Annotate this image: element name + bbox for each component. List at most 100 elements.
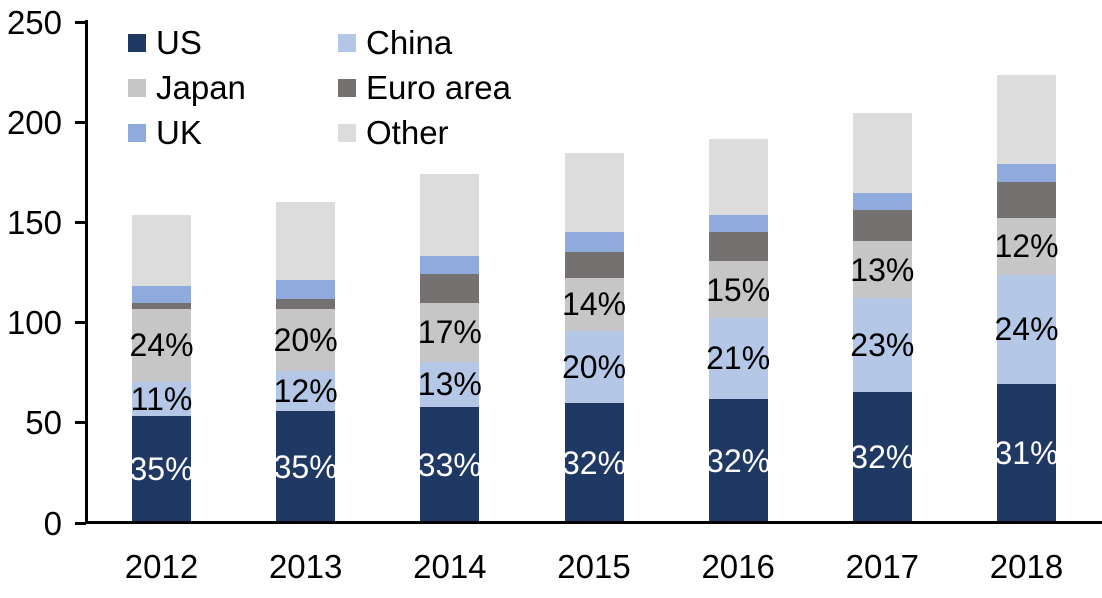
segment-japan <box>708 261 768 318</box>
x-tick-label: 2013 <box>268 548 343 585</box>
segment-label-us: 35% <box>129 451 194 488</box>
segment-us <box>132 415 191 523</box>
y-tick-label: 50 <box>25 404 62 442</box>
legend-label: Other <box>366 114 449 151</box>
legend-label: China <box>366 24 453 61</box>
segment-other <box>997 75 1056 165</box>
legend-item-uk: UK <box>128 116 338 149</box>
segment-china <box>708 317 768 399</box>
segment-other <box>420 174 480 257</box>
legend-swatch-euro-area <box>338 78 356 97</box>
y-tick-label: 100 <box>6 304 62 342</box>
segment-label-us: 32% <box>850 439 915 476</box>
legend-label: Japan <box>156 69 246 106</box>
y-tick-mark <box>75 421 86 425</box>
segment-us <box>420 406 480 523</box>
segment-uk <box>564 232 624 253</box>
segment-china <box>852 297 912 392</box>
segment-label-us: 33% <box>417 446 482 483</box>
y-tick-mark <box>75 521 86 525</box>
segment-euro-area <box>132 302 191 309</box>
legend-item-us: US <box>128 26 338 59</box>
legend-swatch-us <box>128 33 146 52</box>
y-tick-mark <box>75 20 86 24</box>
legend-swatch-uk <box>128 123 146 142</box>
segment-us <box>997 383 1056 523</box>
segment-japan <box>420 302 480 362</box>
segment-label-japan: 13% <box>850 251 915 288</box>
segment-label-japan: 17% <box>417 314 482 351</box>
x-axis-line <box>85 521 1102 524</box>
bar-2015: 32% 20% 14% <box>562 153 626 523</box>
segment-label-us: 35% <box>273 448 338 485</box>
segment-china <box>132 381 191 416</box>
segment-label-china: 12% <box>273 372 338 409</box>
bar-2012: 35% 11% 24% <box>129 215 194 523</box>
segment-label-china: 20% <box>561 348 627 385</box>
segment-euro-area <box>852 210 912 242</box>
segment-us <box>852 391 912 523</box>
segment-china <box>276 370 336 411</box>
segment-us <box>276 410 336 523</box>
segment-japan <box>852 241 912 298</box>
bar-2018: 31% 24% 12% <box>994 75 1059 523</box>
segment-uk <box>132 285 191 303</box>
segment-euro-area <box>708 232 768 262</box>
segment-other <box>564 153 624 233</box>
legend-swatch-other <box>338 123 356 142</box>
bar-2016: 32% 21% 15% <box>706 139 770 523</box>
segment-china <box>564 330 624 403</box>
legend-item-euro-area: Euro area <box>338 71 511 104</box>
segment-label-us: 32% <box>561 444 627 481</box>
legend-swatch-japan <box>128 78 146 97</box>
y-tick-label: 250 <box>6 3 62 41</box>
segment-uk <box>852 193 912 211</box>
y-tick-mark <box>75 321 86 325</box>
segment-china <box>420 361 480 407</box>
segment-label-china: 24% <box>994 311 1059 348</box>
y-tick-mark <box>75 120 86 124</box>
x-tick-label: 2015 <box>557 548 631 585</box>
segment-us <box>564 402 624 523</box>
segment-label-japan: 14% <box>561 286 627 323</box>
segment-other <box>276 202 336 280</box>
bar-2014: 33% 13% 17% <box>418 174 482 523</box>
segment-label-japan: 20% <box>273 321 338 358</box>
segment-label-china: 13% <box>417 366 482 403</box>
x-tick-label: 2012 <box>124 548 199 585</box>
segment-china <box>997 274 1056 384</box>
bar-2013: 35% 12% 20% <box>274 202 338 523</box>
x-tick-label: 2017 <box>845 548 920 585</box>
bar-2017: 32% 23% 13% <box>850 113 914 523</box>
legend-swatch-china <box>338 33 356 52</box>
segment-japan <box>276 308 336 371</box>
y-tick-label: 200 <box>6 103 62 141</box>
legend-item-china: China <box>338 26 511 59</box>
segment-japan <box>564 277 624 331</box>
segment-us <box>708 398 768 523</box>
segment-label-japan: 15% <box>706 271 771 308</box>
legend-item-japan: Japan <box>128 71 338 104</box>
segment-label-china: 11% <box>130 380 193 417</box>
legend-item-other: Other <box>338 116 511 149</box>
segment-label-us: 32% <box>706 442 771 479</box>
segment-label-china: 23% <box>850 326 915 363</box>
segment-uk <box>997 164 1056 183</box>
segment-euro-area <box>276 298 336 309</box>
legend: US China Japan Euro area UK Other <box>128 26 511 149</box>
x-tick-label: 2014 <box>413 548 487 585</box>
segment-label-japan: 12% <box>994 228 1059 265</box>
segment-uk <box>276 279 336 299</box>
x-tick-label: 2018 <box>989 548 1064 585</box>
segment-other <box>852 113 912 194</box>
segment-japan <box>997 218 1056 275</box>
segment-japan <box>132 308 191 382</box>
legend-label: Euro area <box>366 69 511 106</box>
legend-label: US <box>156 24 202 61</box>
segment-uk <box>708 215 768 233</box>
segment-uk <box>420 256 480 274</box>
segment-other <box>132 215 191 286</box>
y-tick-label: 150 <box>6 203 62 241</box>
segment-label-china: 21% <box>706 340 771 377</box>
